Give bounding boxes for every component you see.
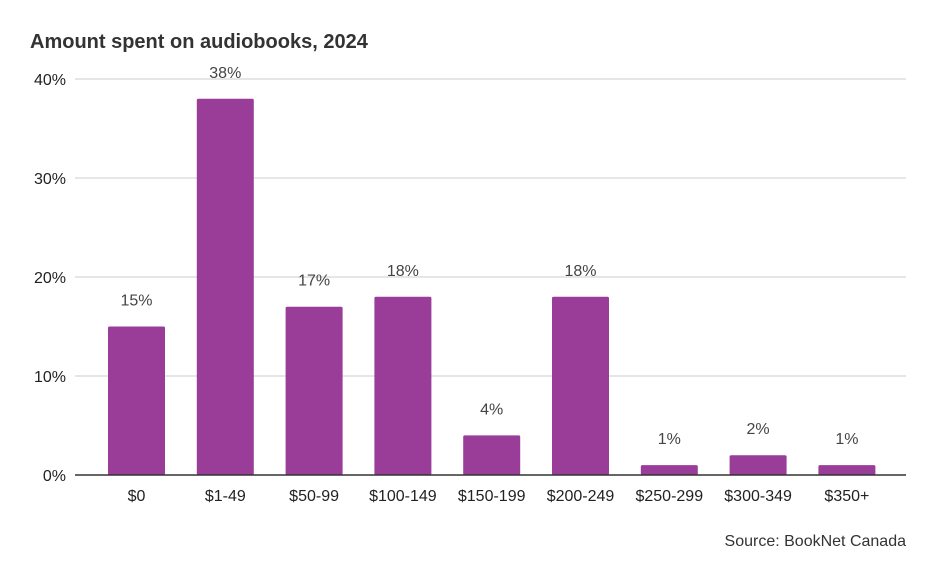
- data-label: 18%: [387, 263, 419, 280]
- x-axis-tick-labels: $0 $1-49 $50-99 $100-149 $150-199 $200-249 $25…: [128, 488, 870, 505]
- x-tick-label: $150-199: [458, 488, 526, 505]
- y-tick-label: 40%: [34, 72, 66, 89]
- x-tick-label: $50-99: [289, 488, 339, 505]
- data-label: 18%: [564, 263, 596, 280]
- bar: [108, 326, 165, 475]
- data-label: 1%: [658, 431, 681, 448]
- y-tick-label: 10%: [34, 369, 66, 386]
- bar: [285, 306, 343, 475]
- x-tick-label: $200-249: [547, 488, 615, 505]
- bar: [729, 455, 787, 475]
- x-tick-label: $300-349: [724, 488, 792, 505]
- x-tick-label: $1-49: [205, 488, 246, 505]
- data-label: 15%: [120, 293, 152, 310]
- bar: [463, 435, 521, 475]
- data-label: 2%: [747, 421, 770, 438]
- data-label: 4%: [480, 401, 503, 418]
- chart-title: Amount spent on audiobooks, 2024: [30, 31, 369, 53]
- x-tick-label: $100-149: [369, 488, 437, 505]
- data-label: 38%: [209, 65, 241, 82]
- x-tick-label: $250-299: [635, 488, 703, 505]
- x-tick-label: $350+: [824, 488, 869, 505]
- bar: [374, 296, 432, 475]
- source-note: Source: BookNet Canada: [725, 533, 907, 550]
- y-tick-label: 30%: [34, 171, 66, 188]
- x-tick-label: $0: [128, 488, 146, 505]
- y-tick-label: 0%: [43, 468, 66, 485]
- data-labels: 15% 38% 17% 18% 4% 18% 1% 2% 1%: [120, 65, 858, 448]
- bars: [108, 98, 876, 476]
- data-label: 17%: [298, 273, 330, 290]
- data-label: 1%: [835, 431, 858, 448]
- bar: [552, 296, 609, 475]
- bar: [640, 465, 698, 475]
- y-axis-tick-labels: 0% 10% 20% 30% 40%: [34, 72, 66, 485]
- bar: [818, 465, 876, 475]
- y-tick-label: 20%: [34, 270, 66, 287]
- bar: [196, 98, 254, 476]
